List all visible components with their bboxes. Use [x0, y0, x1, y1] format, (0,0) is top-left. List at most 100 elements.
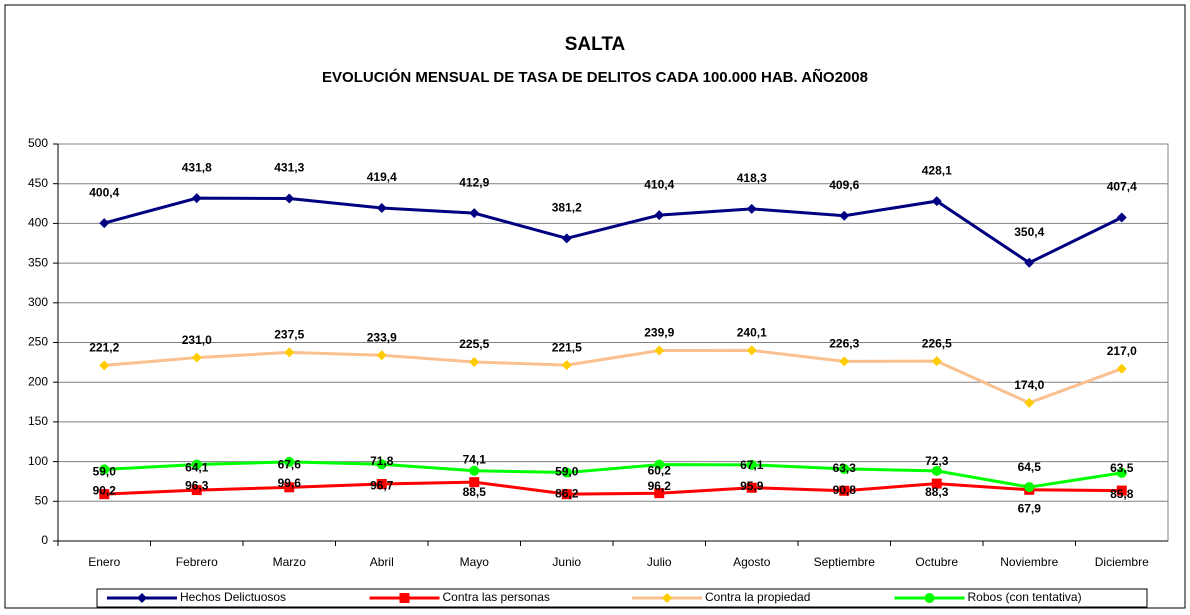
x-tick-label: Noviembre [1000, 555, 1058, 569]
data-point [839, 485, 850, 496]
data-point [191, 352, 202, 363]
data-point [99, 218, 110, 229]
data-label: 231,0 [182, 333, 212, 347]
data-point [1024, 397, 1035, 408]
data-label: 88,5 [463, 485, 487, 499]
data-point [284, 482, 295, 493]
data-point [99, 489, 110, 500]
data-label: 99,6 [278, 476, 302, 490]
data-label: 60,2 [648, 463, 672, 477]
data-point [376, 350, 387, 361]
data-point [654, 345, 665, 356]
data-label: 217,0 [1107, 344, 1137, 358]
data-point [469, 465, 480, 476]
y-tick-label: 300 [28, 295, 48, 309]
data-point [746, 345, 757, 356]
data-label: 71,8 [370, 454, 394, 468]
data-label: 221,2 [89, 341, 119, 355]
data-point [1116, 363, 1127, 374]
data-point [839, 356, 850, 367]
data-label: 95,9 [740, 479, 764, 493]
data-label: 96,2 [648, 479, 672, 493]
data-point [561, 467, 572, 478]
data-point [191, 485, 202, 496]
data-label: 86,2 [555, 487, 579, 501]
data-label: 90,8 [833, 483, 857, 497]
data-label: 67,1 [740, 458, 764, 472]
x-tick-label: Julio [647, 555, 672, 569]
data-label: 407,4 [1107, 180, 1137, 194]
y-tick-label: 250 [28, 335, 48, 349]
series-line [103, 196, 1123, 265]
data-point [1116, 212, 1127, 223]
data-point [469, 208, 480, 219]
data-label: 240,1 [737, 326, 767, 340]
data-label: 64,5 [1018, 460, 1042, 474]
data-label: 233,9 [367, 330, 397, 344]
y-tick-label: 400 [28, 216, 48, 230]
data-label: 85,8 [1110, 487, 1134, 501]
legend-marker [137, 593, 147, 603]
legend-label: Contra la propiedad [705, 590, 810, 604]
data-label: 410,4 [644, 177, 674, 191]
data-point [561, 489, 572, 500]
data-label: 431,8 [182, 160, 212, 174]
data-point [284, 347, 295, 358]
data-point [1024, 482, 1035, 493]
data-point [654, 459, 665, 470]
data-label: 174,0 [1014, 378, 1044, 392]
data-point [376, 459, 387, 470]
data-point [1116, 467, 1127, 478]
x-tick-label: Junio [552, 555, 581, 569]
data-label: 225,5 [459, 337, 489, 351]
y-tick-label: 100 [28, 454, 48, 468]
data-point [931, 478, 942, 489]
x-tick-label: Enero [88, 555, 120, 569]
legend-marker [924, 593, 935, 603]
y-tick-label: 50 [35, 493, 49, 507]
x-tick-label: Febrero [176, 555, 218, 569]
data-point [469, 356, 480, 367]
series-line [104, 480, 1122, 496]
x-tick-label: Diciembre [1095, 555, 1149, 569]
data-point [191, 193, 202, 204]
data-label: 59,0 [555, 464, 579, 478]
data-point [376, 478, 387, 489]
data-point [839, 210, 850, 221]
y-tick-label: 350 [28, 255, 48, 269]
data-label: 90,2 [93, 484, 117, 498]
data-label: 431,3 [274, 161, 304, 175]
data-label: 239,9 [644, 326, 674, 340]
x-tick-label: Agosto [733, 555, 771, 569]
series-line [104, 348, 1123, 405]
data-point [191, 459, 202, 470]
data-label: 226,3 [829, 336, 859, 350]
x-tick-label: Octubre [915, 555, 958, 569]
data-label: 74,1 [463, 452, 487, 466]
data-point [284, 193, 295, 204]
x-tick-label: Marzo [273, 555, 307, 569]
data-label: 418,3 [737, 171, 767, 185]
data-point [99, 360, 110, 371]
data-point [469, 477, 480, 488]
data-label: 419,4 [367, 170, 397, 184]
legend-marker [399, 593, 410, 603]
chart-subtitle: EVOLUCIÓN MENSUAL DE TASA DE DELITOS CAD… [322, 68, 868, 86]
data-point [931, 465, 942, 476]
data-point [931, 196, 942, 207]
data-point [1024, 257, 1035, 268]
legend-box [96, 588, 1148, 608]
data-label: 400,4 [89, 185, 119, 199]
x-tick-label: Septiembre [814, 555, 876, 569]
data-label: 59,0 [93, 464, 117, 478]
data-label: 409,6 [829, 178, 859, 192]
y-tick-label: 0 [41, 533, 48, 547]
data-label: 88,3 [925, 485, 949, 499]
legend-label: Contra las personas [443, 590, 550, 604]
data-point [746, 203, 757, 214]
data-label: 428,1 [922, 163, 952, 177]
data-point [654, 210, 665, 221]
data-label: 63,5 [1110, 461, 1134, 475]
data-point [839, 463, 850, 474]
data-label: 67,6 [278, 457, 302, 471]
